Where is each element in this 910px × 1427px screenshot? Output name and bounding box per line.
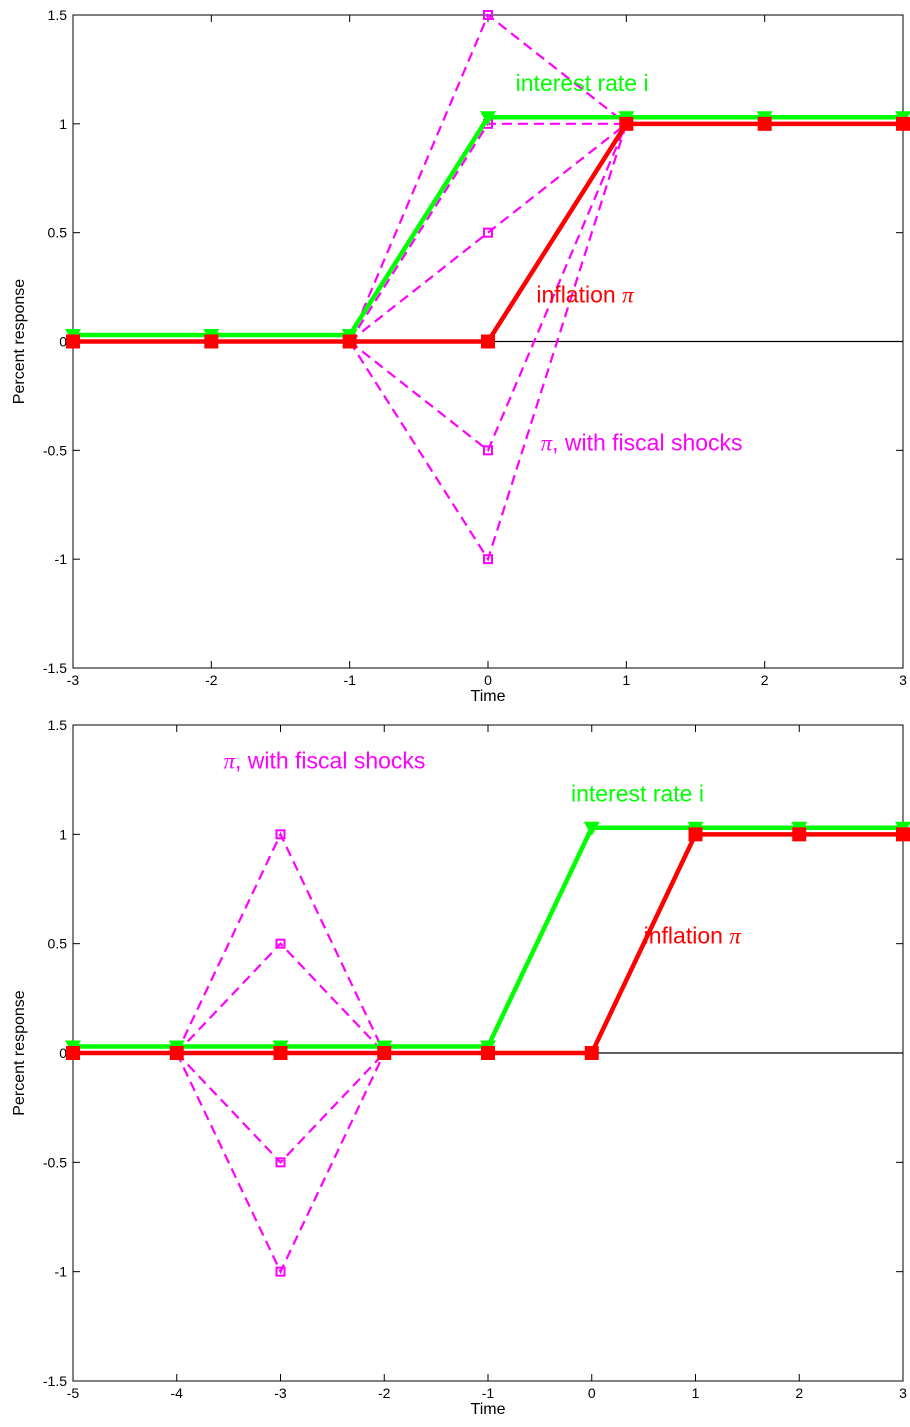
square-marker xyxy=(481,1046,495,1060)
y-axis-label: Percent response xyxy=(11,279,28,405)
series-2 xyxy=(175,829,386,1277)
x-axis-label: Time xyxy=(471,688,506,705)
y-tick-label: 0.5 xyxy=(48,225,68,241)
y-tick-label: -1 xyxy=(55,1264,68,1280)
series-line xyxy=(73,832,903,1056)
series-0 xyxy=(65,111,910,343)
x-tick-label: -4 xyxy=(171,1385,184,1401)
y-tick-label: 1 xyxy=(59,826,67,842)
square-marker xyxy=(584,1046,599,1060)
annotation-text: inflation xyxy=(536,281,622,307)
y-tick-label: 0 xyxy=(59,334,67,350)
square-marker xyxy=(619,116,634,131)
square-marker xyxy=(896,116,910,131)
square-marker xyxy=(792,827,807,842)
y-tick-label: 0.5 xyxy=(48,936,68,952)
annotation-label: interest rate i xyxy=(516,70,649,96)
x-tick-label: -3 xyxy=(67,672,80,688)
x-tick-label: 0 xyxy=(484,672,492,688)
fiscal-shock-marker xyxy=(275,1157,286,1168)
annotation-label: π, with fiscal shocks xyxy=(541,429,743,455)
fiscal-shock-path xyxy=(348,122,628,343)
x-axis-label: Time xyxy=(471,1401,506,1418)
fiscal-shock-marker xyxy=(483,445,493,456)
square-marker xyxy=(66,1046,80,1060)
annotation-text: inflation xyxy=(644,923,730,949)
y-tick-label: 1.5 xyxy=(48,717,68,733)
annotation-text: , with fiscal shocks xyxy=(235,748,425,774)
annotation-label: inflation π xyxy=(644,923,743,949)
fiscal-shock-path xyxy=(175,831,386,1054)
square-marker xyxy=(688,827,703,842)
fiscal-shock-path xyxy=(175,1052,386,1164)
pi-symbol: π xyxy=(729,924,742,949)
annotation-text: , with fiscal shocks xyxy=(552,429,742,455)
fiscal-shock-path xyxy=(175,1052,386,1275)
y-tick-label: -1.5 xyxy=(43,1373,67,1389)
square-marker xyxy=(481,334,495,349)
y-tick-label: -0.5 xyxy=(43,1154,67,1170)
x-tick-label: 1 xyxy=(622,672,630,688)
annotation-label: interest rate i xyxy=(571,781,704,807)
y-axis-label: Percent response xyxy=(11,990,28,1116)
chart-top: -3 -2 -1 0 1 2 3 -1.5 -1 -0.5 0 0.5 1 1.5 Time Percent … xyxy=(11,7,910,705)
x-tick-label: 0 xyxy=(588,1385,596,1401)
fiscal-shock-path xyxy=(175,942,386,1054)
triangle-marker xyxy=(480,111,496,126)
square-marker xyxy=(757,116,772,131)
x-tick-label: 3 xyxy=(899,1385,907,1401)
fiscal-shock-path xyxy=(348,123,628,453)
square-marker xyxy=(66,334,80,349)
annotation-label: π, with fiscal shocks xyxy=(223,748,425,774)
x-tick-label: 2 xyxy=(795,1385,803,1401)
square-marker xyxy=(169,1046,184,1060)
x-tick-label: -2 xyxy=(205,672,218,688)
x-tick-label: -3 xyxy=(274,1385,287,1401)
x-tick-label: -2 xyxy=(378,1385,391,1401)
square-marker xyxy=(204,334,219,349)
fiscal-shock-marker xyxy=(275,938,286,949)
x-tick-label: -5 xyxy=(67,1385,80,1401)
series-1 xyxy=(66,827,910,1060)
y-tick-label: -1 xyxy=(55,551,68,567)
annotation-text: interest rate i xyxy=(571,781,704,807)
x-tick-label: 3 xyxy=(899,672,907,688)
series-line xyxy=(73,825,903,1049)
square-marker xyxy=(342,334,357,349)
fiscal-shock-marker xyxy=(483,554,493,565)
x-tick-label: 2 xyxy=(761,672,769,688)
x-tick-label: -1 xyxy=(343,672,356,688)
fiscal-shock-marker xyxy=(275,829,286,840)
pi-symbol: π xyxy=(541,430,554,455)
y-tick-label: -0.5 xyxy=(43,442,67,458)
annotation-label: inflation π xyxy=(536,281,635,307)
square-marker xyxy=(273,1046,288,1060)
y-tick-label: 0 xyxy=(59,1045,67,1061)
x-tick-label: -1 xyxy=(482,1385,495,1401)
fiscal-shock-marker xyxy=(275,1266,286,1277)
fiscal-shock-marker xyxy=(483,227,493,238)
pi-symbol: π xyxy=(223,749,236,774)
series-line xyxy=(73,115,903,338)
chart-bottom: -5 -4 -3 -2 -1 0 1 2 3 -1.5 -1 -0.5 0 0.5 1 1.5 Time Perc… xyxy=(11,717,910,1418)
square-marker xyxy=(896,827,910,842)
fiscal-shock-marker xyxy=(483,10,493,20)
y-tick-label: 1 xyxy=(59,116,67,132)
square-marker xyxy=(377,1046,392,1060)
annotation-text: interest rate i xyxy=(516,70,649,96)
y-tick-label: 1.5 xyxy=(48,7,68,23)
fiscal-shock-path xyxy=(348,13,628,342)
x-tick-label: 1 xyxy=(692,1385,700,1401)
fiscal-shock-path xyxy=(348,123,628,562)
pi-symbol: π xyxy=(622,282,635,307)
series-1 xyxy=(66,116,910,349)
triangle-marker xyxy=(583,821,600,836)
y-tick-label: -1.5 xyxy=(43,660,67,676)
